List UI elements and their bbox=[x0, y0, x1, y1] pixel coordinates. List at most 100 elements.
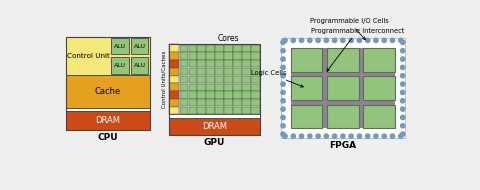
Bar bbox=[206, 60, 215, 67]
Circle shape bbox=[374, 38, 378, 43]
Bar bbox=[216, 52, 224, 60]
Circle shape bbox=[357, 38, 361, 43]
Bar bbox=[251, 52, 260, 60]
Bar bbox=[327, 48, 359, 72]
Text: Programmable I/O Cells: Programmable I/O Cells bbox=[310, 18, 388, 40]
Bar bbox=[189, 76, 197, 83]
Circle shape bbox=[390, 134, 395, 138]
Circle shape bbox=[398, 38, 403, 43]
Bar bbox=[168, 52, 180, 60]
Circle shape bbox=[281, 115, 285, 120]
Bar bbox=[197, 99, 206, 106]
Bar bbox=[291, 48, 395, 128]
Circle shape bbox=[281, 124, 285, 128]
Circle shape bbox=[308, 134, 312, 138]
Circle shape bbox=[291, 38, 296, 43]
Bar bbox=[224, 84, 233, 91]
Bar bbox=[197, 91, 206, 99]
Bar bbox=[206, 91, 215, 99]
Bar bbox=[66, 75, 150, 108]
Bar bbox=[168, 114, 260, 118]
Bar bbox=[180, 52, 188, 60]
Bar bbox=[224, 45, 233, 52]
Bar bbox=[327, 76, 359, 100]
Bar bbox=[66, 111, 150, 130]
Bar bbox=[224, 107, 233, 114]
Bar bbox=[224, 52, 233, 60]
Bar bbox=[189, 99, 197, 106]
Bar bbox=[216, 68, 224, 75]
Bar bbox=[168, 44, 260, 135]
Circle shape bbox=[324, 134, 328, 138]
Circle shape bbox=[400, 74, 405, 78]
Circle shape bbox=[283, 38, 287, 43]
Bar bbox=[206, 45, 215, 52]
Bar bbox=[111, 38, 129, 54]
Bar bbox=[363, 105, 395, 128]
Circle shape bbox=[281, 74, 285, 78]
Bar bbox=[180, 68, 188, 75]
Bar bbox=[168, 68, 180, 75]
Bar bbox=[180, 45, 188, 52]
Bar bbox=[189, 45, 197, 52]
Circle shape bbox=[281, 107, 285, 111]
Bar bbox=[197, 52, 206, 60]
Bar bbox=[189, 91, 197, 99]
Bar bbox=[216, 99, 224, 106]
Text: DRAM: DRAM bbox=[202, 122, 227, 131]
Bar bbox=[233, 107, 242, 114]
Bar bbox=[189, 84, 197, 91]
Bar bbox=[233, 76, 242, 83]
Circle shape bbox=[400, 82, 405, 86]
Bar bbox=[180, 99, 188, 106]
Bar bbox=[233, 52, 242, 60]
Bar bbox=[197, 60, 206, 67]
Bar bbox=[233, 45, 242, 52]
Bar bbox=[206, 76, 215, 83]
Bar bbox=[180, 60, 188, 67]
Bar bbox=[251, 107, 260, 114]
Bar bbox=[206, 107, 215, 114]
Bar bbox=[363, 48, 395, 72]
Circle shape bbox=[400, 65, 405, 70]
Circle shape bbox=[357, 134, 361, 138]
Circle shape bbox=[382, 38, 386, 43]
Text: FPGA: FPGA bbox=[329, 142, 357, 150]
Bar bbox=[197, 84, 206, 91]
Circle shape bbox=[281, 82, 285, 86]
Circle shape bbox=[300, 134, 304, 138]
Bar bbox=[291, 105, 323, 128]
Bar bbox=[251, 45, 260, 52]
Circle shape bbox=[400, 57, 405, 61]
Circle shape bbox=[281, 57, 285, 61]
Bar bbox=[216, 84, 224, 91]
Bar bbox=[242, 84, 251, 91]
Bar bbox=[242, 52, 251, 60]
Bar bbox=[189, 60, 197, 67]
Bar bbox=[206, 99, 215, 106]
Text: Cores: Cores bbox=[217, 34, 239, 43]
Bar bbox=[180, 76, 188, 83]
Circle shape bbox=[333, 38, 337, 43]
Text: GPU: GPU bbox=[204, 139, 225, 147]
Circle shape bbox=[349, 134, 353, 138]
Bar bbox=[251, 91, 260, 99]
Circle shape bbox=[400, 132, 405, 136]
Circle shape bbox=[349, 38, 353, 43]
Bar bbox=[242, 45, 251, 52]
Bar bbox=[251, 68, 260, 75]
Circle shape bbox=[281, 90, 285, 95]
Bar bbox=[242, 91, 251, 99]
Bar bbox=[224, 76, 233, 83]
Bar bbox=[66, 37, 150, 75]
Circle shape bbox=[281, 132, 285, 136]
Bar bbox=[111, 57, 129, 74]
Bar bbox=[131, 57, 148, 74]
Circle shape bbox=[341, 134, 345, 138]
Text: ALU: ALU bbox=[114, 44, 126, 49]
Bar bbox=[168, 91, 180, 99]
Bar bbox=[168, 44, 180, 52]
Circle shape bbox=[291, 134, 296, 138]
Bar bbox=[168, 107, 180, 114]
Circle shape bbox=[374, 134, 378, 138]
